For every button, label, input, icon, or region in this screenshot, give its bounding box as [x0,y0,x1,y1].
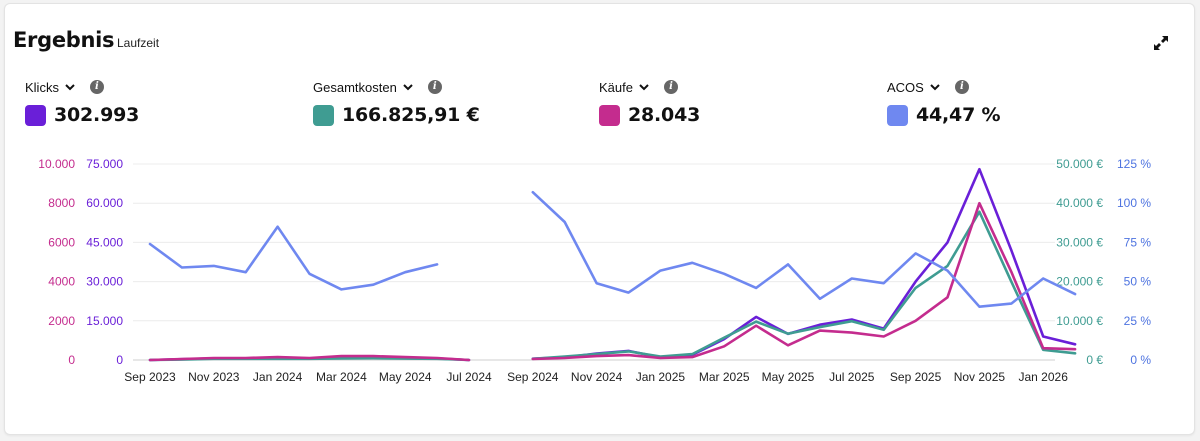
x-tick-label: Jan 2024 [253,370,303,384]
x-tick-label: Jan 2025 [636,370,686,384]
series-swatch [887,104,908,126]
series-line-käufe [148,354,471,362]
y-tick-label-klicks: 60.000 [86,196,123,210]
metric-dropdown-klicks[interactable]: Klicks [25,79,59,95]
y-tick-label-acos: 125 % [1117,157,1151,171]
chevron-down-icon[interactable] [64,81,76,93]
metric-dropdown-kaeufe[interactable]: Käufe [599,79,633,95]
metric-gesamtkosten: Gesamtkosten i 166.825,91 € [313,78,480,126]
metric-value: 28.043 [628,104,701,126]
expand-icon[interactable] [1152,34,1170,52]
y-tick-label-kaeufe: 4000 [48,275,75,289]
y-tick-label-klicks: 30.000 [86,275,123,289]
series-line-acos [531,190,1077,308]
y-tick-label-acos: 50 % [1124,275,1152,289]
series-swatch [599,104,620,126]
y-tick-label-klicks: 0 [116,353,123,367]
x-tick-label: May 2024 [379,370,432,384]
x-tick-label: Sep 2025 [890,370,942,384]
chevron-down-icon[interactable] [638,81,650,93]
metric-kaeufe: Käufe i 28.043 [599,78,700,126]
card-subtitle: Laufzeit [117,36,160,50]
y-tick-label-acos: 0 % [1130,353,1151,367]
series-line-acos [148,225,439,291]
y-tick-label-kaeufe: 0 [68,353,75,367]
line-chart: 0 2000 4000 6000 8000 10.000 0 15.000 30.000 45.0… [38,157,1152,384]
y-tick-label-acos: 75 % [1124,235,1152,249]
series-line-gesamtkosten [531,210,1077,361]
y-tick-label-kosten: 40.000 € [1056,196,1103,210]
info-icon[interactable]: i [89,80,104,94]
metric-dropdown-acos[interactable]: ACOS [887,79,924,95]
info-icon[interactable]: i [663,80,678,94]
x-tick-label: Nov 2023 [188,370,240,384]
metric-dropdown-gesamtkosten[interactable]: Gesamtkosten [313,79,397,95]
metric-acos: ACOS i 44,47 % [887,78,1001,126]
y-tick-label-kaeufe: 10.000 [38,157,75,171]
y-tick-label-kaeufe: 2000 [48,314,75,328]
x-tick-label: Mar 2025 [699,370,750,384]
metric-klicks: Klicks i 302.993 [25,78,139,126]
y-tick-label-acos: 25 % [1124,314,1152,328]
x-tick-label: Sep 2024 [507,370,559,384]
x-tick-label: Nov 2024 [571,370,623,384]
series-line-käufe [531,201,1077,361]
y-tick-label-kaeufe: 8000 [48,196,75,210]
card-title: Ergebnis [13,28,115,52]
x-tick-label: Jan 2026 [1019,370,1069,384]
x-tick-label: Jul 2024 [446,370,492,384]
y-tick-label-kosten: 10.000 € [1056,314,1103,328]
y-tick-label-kosten: 50.000 € [1056,157,1103,171]
metric-value: 166.825,91 € [342,104,480,126]
info-icon[interactable]: i [427,80,442,94]
metric-value: 302.993 [54,104,140,126]
y-tick-label-acos: 100 % [1117,196,1151,210]
y-tick-label-klicks: 15.000 [86,314,123,328]
y-tick-label-kosten: 20.000 € [1056,275,1103,289]
x-tick-label: Mar 2024 [316,370,367,384]
x-tick-label: Nov 2025 [954,370,1006,384]
chevron-down-icon[interactable] [929,81,941,93]
chevron-down-icon[interactable] [402,81,414,93]
y-tick-label-klicks: 45.000 [86,235,123,249]
series-swatch [313,104,334,126]
metric-value: 44,47 % [916,104,1001,126]
y-tick-label-kaeufe: 6000 [48,235,75,249]
x-tick-label: May 2025 [762,370,815,384]
results-card: Ergebnis Laufzeit Klicks i 302.993 Gesam… [4,3,1195,435]
series-swatch [25,104,46,126]
x-tick-label: Sep 2023 [124,370,176,384]
y-tick-label-kosten: 0 € [1086,353,1103,367]
y-tick-label-kosten: 30.000 € [1056,235,1103,249]
x-tick-label: Jul 2025 [829,370,875,384]
info-icon[interactable]: i [954,80,969,94]
y-tick-label-klicks: 75.000 [86,157,123,171]
